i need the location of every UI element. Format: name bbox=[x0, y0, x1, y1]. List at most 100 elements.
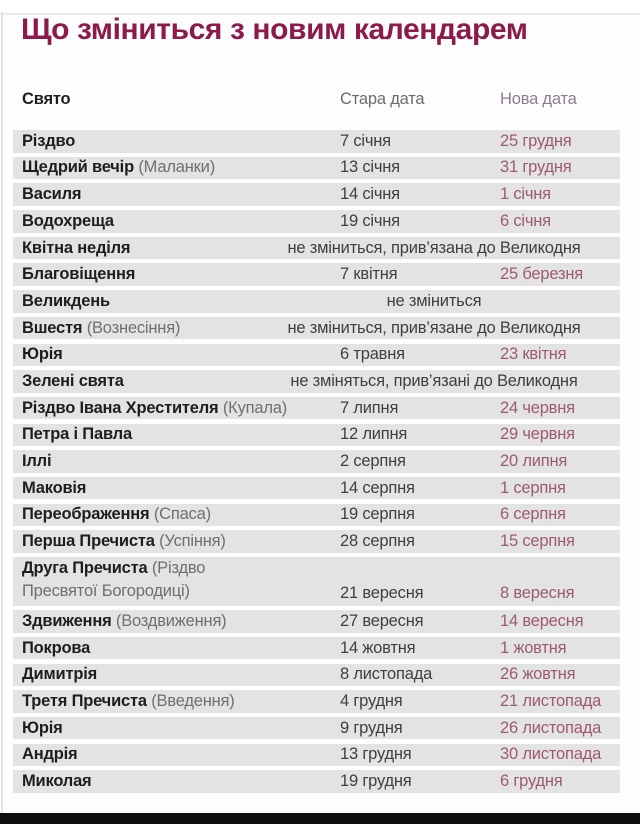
holiday-name-cell: Юрія bbox=[22, 719, 340, 738]
holiday-name-cell: Іллі bbox=[22, 452, 340, 471]
old-date: 27 вересня bbox=[340, 611, 424, 630]
holiday-name-cell: Різдво bbox=[22, 132, 340, 151]
new-date: 1 жовтня bbox=[500, 638, 567, 657]
holiday-name-cell: Водохреща bbox=[22, 212, 340, 231]
holiday-name-cell: Покрова bbox=[22, 639, 340, 658]
holidays-table: Різдво 7 січня 25 грудня Щедрий вечір (Мала… bbox=[13, 130, 620, 793]
old-date: 7 січня bbox=[340, 131, 391, 150]
holiday-name: Вшестя bbox=[22, 318, 83, 337]
holiday-name: Маковія bbox=[22, 478, 87, 497]
holiday-name-cell: Миколая bbox=[22, 772, 340, 791]
table-row: Благовіщення 7 квітня 25 березня bbox=[13, 263, 620, 286]
holiday-name-cell: Благовіщення bbox=[22, 265, 340, 284]
no-change-note: не зміниться, прив’язане до Великодня bbox=[287, 318, 581, 337]
table-row: Василя 14 січня 1 січня bbox=[13, 183, 620, 206]
holiday-name: Андрія bbox=[22, 745, 78, 764]
table-row: Петра і Павла 12 липня 29 червня bbox=[13, 423, 620, 447]
table-row: Вшестя (Вознесіння) не зміниться, прив’яз… bbox=[13, 316, 620, 340]
holiday-name: Великдень bbox=[22, 291, 110, 310]
holiday-name: Щедрий вечір bbox=[22, 158, 134, 177]
table-row: Зелені свята не зміняться, прив’язані до … bbox=[13, 370, 620, 393]
holiday-name: Покрова bbox=[22, 638, 91, 657]
table-row: Іллі 2 серпня 20 липня bbox=[13, 450, 620, 473]
table-row: Маковія 14 серпня 1 серпня bbox=[13, 476, 620, 500]
new-date: 20 липня bbox=[500, 452, 568, 470]
new-date: 15 серпня bbox=[500, 532, 575, 551]
holiday-note: (Введення) bbox=[151, 692, 235, 710]
table-row: Перша Пречиста (Успіння) 28 серпня 15 серп… bbox=[13, 530, 620, 553]
table-row: Різдво Івана Хрестителя (Купала) 7 липня 2… bbox=[13, 396, 620, 420]
old-date: 14 січня bbox=[340, 185, 400, 204]
old-date: 12 липня bbox=[340, 425, 408, 444]
holiday-name: Водохреща bbox=[22, 211, 114, 230]
table-row: Щедрий вечір (Маланки) 13 січня 31 грудня bbox=[13, 156, 620, 180]
holiday-note: (Вознесіння) bbox=[86, 318, 181, 337]
new-date: 8 вересня bbox=[500, 584, 575, 602]
holiday-name: Миколая bbox=[22, 772, 92, 791]
holiday-name-cell: Різдво Івана Хрестителя (Купала) bbox=[22, 399, 340, 418]
holiday-name: Третя Пречиста bbox=[22, 692, 147, 710]
no-change-note: не зміниться bbox=[386, 291, 482, 310]
new-date: 21 листопада bbox=[500, 692, 602, 710]
table-row: Андрія 13 грудня 30 листопада bbox=[13, 743, 620, 767]
holiday-note: (Спаса) bbox=[153, 505, 211, 524]
new-date: 6 грудня bbox=[500, 772, 563, 791]
holiday-name: Петра і Павла bbox=[22, 425, 132, 444]
holiday-name-cell: Здвиження (Воздвиження) bbox=[22, 612, 340, 631]
new-date: 31 грудня bbox=[500, 158, 572, 177]
new-date: 6 січня bbox=[500, 211, 551, 230]
holiday-name: Різдво bbox=[22, 131, 76, 150]
new-date: 25 грудня bbox=[500, 131, 572, 150]
holiday-name: Друга Пречиста bbox=[22, 559, 148, 577]
holiday-name: Іллі bbox=[22, 452, 52, 470]
old-date: 19 грудня bbox=[340, 772, 412, 791]
table-row: Великдень не зміниться bbox=[13, 290, 620, 313]
holiday-name: Благовіщення bbox=[22, 265, 136, 284]
left-edge-line bbox=[1, 12, 3, 824]
holiday-note: (Маланки) bbox=[138, 158, 215, 177]
holiday-name-cell: Друга Пречиста (Різдво Пресвятої Богород… bbox=[22, 557, 264, 603]
new-date: 29 червня bbox=[500, 425, 575, 444]
old-date: 19 січня bbox=[340, 211, 400, 230]
table-row: Покрова 14 жовтня 1 жовтня bbox=[13, 636, 620, 660]
column-header-holiday: Свято bbox=[22, 90, 71, 108]
holiday-name: Різдво Івана Хрестителя bbox=[22, 398, 219, 417]
holiday-name: Зелені свята bbox=[22, 371, 124, 390]
holiday-name: Юрія bbox=[22, 718, 63, 737]
table-row: Здвиження (Воздвиження) 27 вересня 14 вере… bbox=[13, 610, 620, 633]
column-header-old-date: Стара дата bbox=[340, 90, 425, 108]
table-row: Юрія 6 травня 23 квітня bbox=[13, 343, 620, 366]
holiday-name: Юрія bbox=[22, 345, 63, 364]
old-date: 13 грудня bbox=[340, 745, 412, 764]
holiday-name-cell: Великдень bbox=[22, 292, 257, 311]
old-date: 8 листопада bbox=[340, 665, 433, 684]
new-date: 26 жовтня bbox=[500, 665, 576, 684]
old-date: 14 жовтня bbox=[340, 638, 416, 657]
holiday-name-cell: Димитрія bbox=[22, 665, 340, 684]
holiday-name: Димитрія bbox=[22, 665, 98, 684]
table-row: Димитрія 8 листопада 26 жовтня bbox=[13, 663, 620, 687]
old-date: 13 січня bbox=[340, 158, 400, 177]
holiday-name: Переображення bbox=[22, 505, 150, 524]
old-date: 2 серпня bbox=[340, 452, 406, 470]
new-date: 1 серпня bbox=[500, 478, 566, 497]
table-header-row: Свято Стара дата Нова дата bbox=[13, 90, 620, 109]
holiday-name-cell: Петра і Павла bbox=[22, 425, 340, 444]
holiday-name-cell: Вшестя (Вознесіння) bbox=[22, 319, 257, 338]
page-title: Що зміниться з новим календарем bbox=[21, 13, 528, 46]
holiday-name-cell: Маковія bbox=[22, 479, 340, 498]
table-row: Миколая 19 грудня 6 грудня bbox=[13, 770, 620, 793]
holiday-name-cell: Зелені свята bbox=[22, 372, 257, 391]
old-date: 7 липня bbox=[340, 398, 399, 417]
old-date: 19 серпня bbox=[340, 505, 415, 524]
holiday-name: Василя bbox=[22, 185, 82, 204]
holiday-name: Здвиження bbox=[22, 611, 112, 630]
holiday-name-cell: Юрія bbox=[22, 345, 340, 364]
holiday-note: (Успіння) bbox=[159, 532, 226, 551]
table-row: Юрія 9 грудня 26 листопада bbox=[13, 716, 620, 740]
new-date: 6 серпня bbox=[500, 505, 566, 524]
new-date: 1 січня bbox=[500, 185, 551, 204]
holiday-name-cell: Квітна неділя bbox=[22, 239, 257, 258]
infographic-page: Що зміниться з новим календарем Свято Ст… bbox=[0, 12, 640, 824]
holiday-name-cell: Василя bbox=[22, 185, 340, 204]
